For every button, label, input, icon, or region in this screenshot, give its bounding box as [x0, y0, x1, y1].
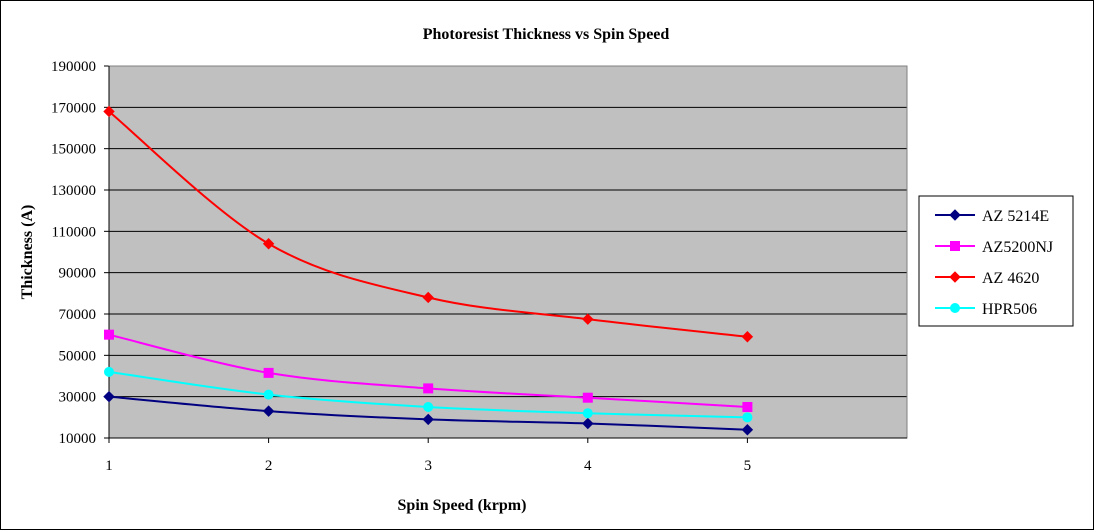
data-point: [263, 389, 274, 400]
y-tick-label: 110000: [52, 224, 96, 240]
data-point: [422, 413, 434, 426]
y-tick-label: 70000: [59, 307, 97, 323]
legend-label: AZ 5214E: [982, 208, 1049, 225]
x-tick-label: 3: [424, 458, 432, 474]
series-line: [108, 110, 748, 338]
data-point: [262, 405, 275, 417]
chart-title: Photoresist Thickness vs Spin Speed: [423, 26, 670, 43]
y-tick-label: 90000: [59, 266, 97, 282]
data-point: [104, 366, 114, 377]
y-tick-label: 170000: [51, 100, 96, 116]
data-point: [742, 412, 753, 423]
y-tick-label: 10000: [59, 431, 97, 447]
data-point: [741, 331, 754, 343]
legend-swatch-marker: [950, 303, 960, 313]
y-tick-label: 30000: [59, 390, 97, 406]
legend: AZ 5214E AZ5200NJ AZ 4620 HPR506: [918, 195, 1074, 327]
data-point: [422, 291, 434, 304]
data-point: [423, 402, 434, 412]
y-tick-label: 50000: [59, 348, 97, 364]
legend-swatch-marker: [949, 209, 961, 221]
x-tick-label: 4: [584, 458, 592, 474]
data-point: [582, 392, 593, 403]
legend-label: AZ 4620: [982, 270, 1039, 287]
legend-box: [918, 195, 1074, 327]
legend-swatch-marker: [949, 271, 961, 283]
data-point: [103, 105, 115, 118]
y-tick-label: 190000: [51, 59, 96, 75]
plot-background: [109, 66, 907, 438]
data-point: [741, 424, 754, 436]
plot-area: 10000 30000 50000 70000 90000 110000 130000 150…: [51, 59, 908, 474]
data-point: [582, 313, 594, 325]
x-axis-title: Spin Speed (krpm): [398, 497, 527, 514]
data-point: [103, 390, 115, 403]
data-point: [582, 417, 594, 430]
y-tick-label: 130000: [51, 183, 96, 199]
x-tick-label: 2: [265, 458, 273, 474]
legend-label: HPR506: [982, 301, 1037, 318]
data-point: [104, 329, 114, 340]
legend-label: AZ5200NJ: [982, 239, 1053, 256]
y-tick-label: 150000: [51, 142, 96, 158]
x-tick-label: 1: [105, 458, 113, 474]
data-point: [423, 383, 434, 394]
legend-swatch-marker: [950, 241, 960, 251]
data-point: [263, 367, 274, 378]
data-point: [262, 238, 275, 250]
y-axis-title: Thickness (A): [19, 205, 36, 300]
data-point: [742, 402, 753, 412]
x-tick-label: 5: [744, 458, 752, 474]
data-point: [582, 408, 593, 419]
